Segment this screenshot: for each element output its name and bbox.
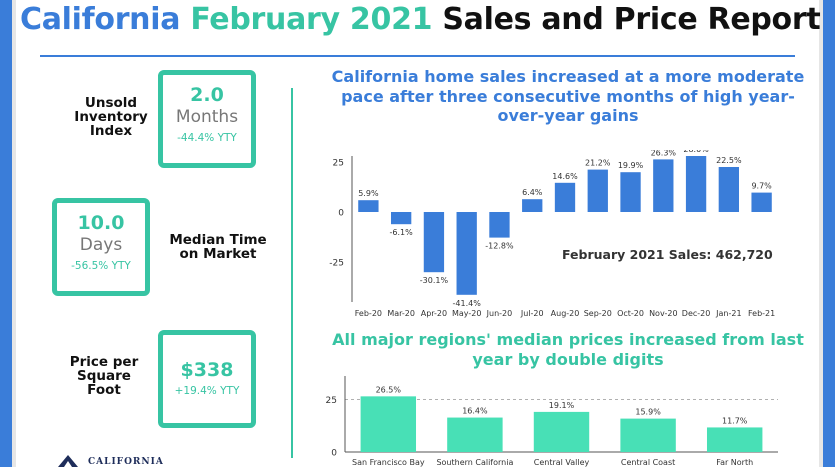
logo-text: CALIFORNIA — [88, 457, 164, 467]
region-price-bar — [447, 417, 503, 452]
sales-bar — [751, 192, 772, 212]
x-tick-label: Central Valley — [534, 458, 590, 467]
sales-bar — [653, 159, 674, 212]
sales-bar — [358, 200, 379, 212]
bar-value-label: 6.4% — [522, 188, 543, 197]
stat-ytd-change: -44.4% YTY — [177, 132, 237, 144]
x-tick-label: Nov-20 — [649, 309, 677, 318]
stat-value: 2.0 — [190, 84, 224, 106]
bar-value-label: -30.1% — [420, 276, 449, 285]
sales-bar — [620, 172, 641, 212]
x-tick-label: Sep-20 — [584, 309, 612, 318]
x-tick-label: Jun-20 — [486, 309, 513, 318]
sales-bar — [587, 169, 608, 212]
sales-bar — [456, 212, 477, 295]
y-tick-label: 25 — [333, 159, 344, 169]
bar-value-label: 28.0% — [683, 150, 709, 154]
stat-box-median-time: 10.0 Days -56.5% YTY — [52, 198, 150, 296]
stat-box-price-per-sqft: $338 +19.4% YTY — [158, 330, 256, 428]
x-tick-label: Mar-20 — [387, 309, 415, 318]
price-chart-title: All major regions' median prices increas… — [332, 330, 804, 369]
bar-value-label: 15.9% — [635, 408, 661, 417]
x-tick-label: Oct-20 — [617, 309, 644, 318]
stat-ytd-change: +19.4% YTY — [174, 385, 240, 397]
stat-label-price-per-sqft: Price per Square Foot — [69, 354, 139, 398]
x-tick-label: Apr-20 — [421, 309, 447, 318]
x-tick-label: Feb-20 — [355, 309, 382, 318]
x-tick-label: Dec-20 — [682, 309, 711, 318]
x-tick-label: Jan-21 — [715, 309, 741, 318]
y-tick-label: 25 — [326, 396, 337, 406]
frame-right-border — [823, 0, 835, 467]
stat-box-unsold-inventory: 2.0 Months -44.4% YTY — [158, 70, 256, 168]
x-tick-label: Jul-20 — [520, 309, 544, 318]
x-tick-label: May-20 — [452, 309, 481, 318]
x-tick-label: Southern California — [436, 458, 513, 467]
x-tick-label: Far North — [716, 458, 753, 467]
sales-change-bar-chart: 250-255.9%Feb-20-6.1%Mar-20-30.1%Apr-20-… — [329, 150, 775, 318]
sales-bar — [489, 212, 510, 238]
sales-chart-title: California home sales increased at a mor… — [331, 67, 805, 125]
regional-price-bar-chart: 25 0 26.5% San Francisco Bay 16.4% Southern C… — [326, 376, 778, 467]
stat-unit: Months — [175, 107, 239, 127]
bar-value-label: 11.7% — [722, 416, 748, 425]
x-tick-label: San Francisco Bay — [352, 458, 425, 467]
sales-bar — [423, 212, 445, 273]
bar-value-label: 19.9% — [618, 161, 644, 170]
sales-bar — [685, 156, 707, 212]
car-logo-icon — [58, 455, 78, 467]
x-tick-label: Aug-20 — [551, 309, 580, 318]
bar-value-label: 19.1% — [549, 401, 575, 410]
y-tick-label: 0 — [338, 209, 344, 219]
y-tick-label: -25 — [329, 259, 344, 269]
stat-value: $338 — [180, 359, 234, 381]
bar-value-label: 9.7% — [751, 182, 772, 191]
bar-value-label: 5.9% — [358, 189, 379, 198]
frame-right-shadow — [819, 0, 823, 467]
x-tick-label: Central Coast — [621, 458, 675, 467]
title-part-california: California — [20, 2, 181, 37]
bar-value-label: -6.1% — [390, 228, 414, 237]
section-divider — [291, 88, 293, 458]
region-price-bar — [620, 418, 676, 452]
bar-value-label: 26.5% — [376, 385, 402, 394]
frame-left-border — [0, 0, 12, 467]
sales-bar — [390, 212, 412, 225]
report-title: California February 2021 Sales and Price… — [20, 2, 821, 37]
bar-value-label: 26.3% — [651, 150, 677, 157]
bar-value-label: 16.4% — [462, 407, 488, 416]
stat-ytd-change: -56.5% YTY — [71, 260, 131, 272]
bar-value-label: 14.6% — [552, 172, 578, 181]
bar-value-label: 22.5% — [716, 156, 742, 165]
y-tick-label: 0 — [331, 449, 337, 459]
sales-bar — [718, 167, 740, 212]
bar-value-label: 21.2% — [585, 159, 611, 168]
title-underline — [40, 55, 795, 57]
stat-label-unsold-inventory: Unsold Inventory Index — [74, 95, 148, 139]
region-price-bar — [360, 396, 417, 452]
title-part-report: Sales and Price Report — [442, 2, 821, 37]
sales-bar — [554, 182, 576, 212]
title-part-month: February 2021 — [190, 2, 433, 37]
stat-label-median-time: Median Time on Market — [169, 232, 267, 262]
region-price-bar — [706, 427, 763, 452]
stat-unit: Days — [79, 235, 123, 255]
region-price-bar — [533, 411, 590, 452]
x-tick-label: Feb-21 — [748, 309, 775, 318]
frame-left-shadow — [12, 0, 16, 467]
sales-total-note: February 2021 Sales: 462,720 — [562, 247, 773, 262]
stat-value: 10.0 — [77, 212, 125, 234]
bar-value-label: -41.4% — [453, 299, 482, 308]
sales-bar — [522, 199, 543, 212]
bar-value-label: -12.8% — [485, 242, 514, 251]
